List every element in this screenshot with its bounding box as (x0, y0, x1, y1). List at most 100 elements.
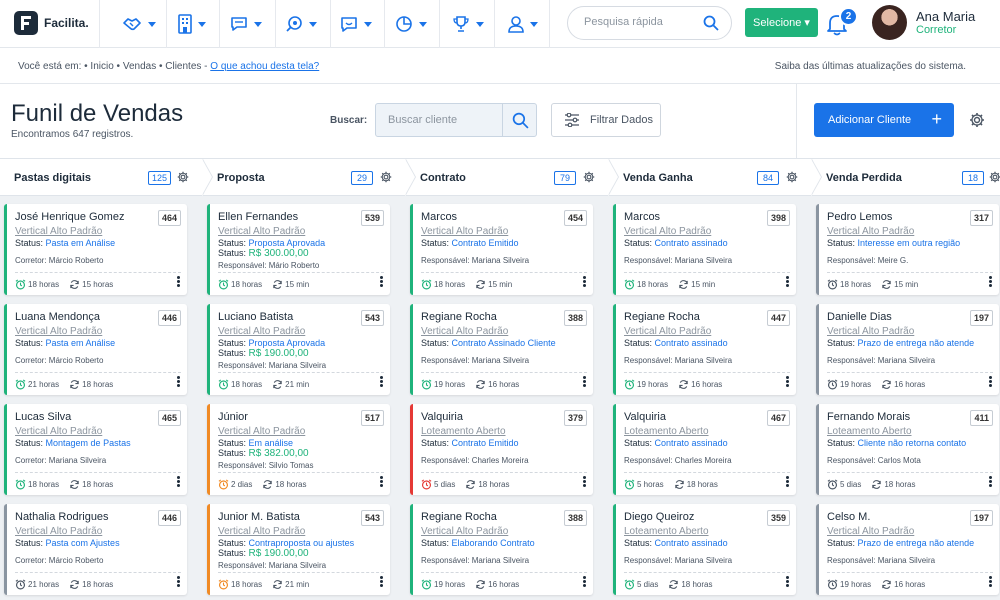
search-icon[interactable] (512, 112, 529, 129)
client-card[interactable]: Valquiria 379 Loteamento Aberto Status: Con… (410, 404, 593, 495)
client-name[interactable]: Luciano Batista (218, 311, 294, 323)
client-card[interactable]: Júnior 517 Vertical Alto Padrão Status: Em … (207, 404, 390, 495)
client-name[interactable]: Valquiria (421, 411, 463, 423)
client-name[interactable]: Junior M. Batista (218, 511, 300, 523)
client-name[interactable]: Valquiria (624, 411, 666, 423)
client-name[interactable]: Nathalia Rodrigues (15, 511, 109, 523)
client-name[interactable]: Celso M. (827, 511, 871, 523)
nav-menu-users[interactable] (508, 12, 548, 36)
client-card[interactable]: Valquiria 467 Loteamento Aberto Status: Con… (613, 404, 796, 495)
gear-icon[interactable] (989, 171, 1000, 183)
client-name[interactable]: Luana Mendonça (15, 311, 101, 323)
more-icon[interactable] (177, 376, 181, 388)
client-card[interactable]: Marcos 398 Vertical Alto Padrão Status: Con… (613, 204, 796, 295)
client-card[interactable]: Marcos 454 Vertical Alto Padrão Status: Con… (410, 204, 593, 295)
property-category-link[interactable]: Loteamento Aberto (624, 426, 709, 437)
client-card[interactable]: Ellen Fernandes 539 Vertical Alto Padrão St… (207, 204, 390, 295)
filter-button[interactable]: Filtrar Dados (551, 103, 661, 137)
client-card[interactable]: Fernando Morais 411 Loteamento Aberto Statu… (816, 404, 999, 495)
avatar[interactable] (872, 5, 907, 40)
client-name[interactable]: Danielle Dias (827, 311, 892, 323)
more-icon[interactable] (989, 476, 993, 488)
more-icon[interactable] (786, 576, 790, 588)
nav-menu-negotiations[interactable] (122, 12, 162, 36)
client-name[interactable]: Júnior (218, 411, 248, 423)
client-card[interactable]: Pedro Lemos 317 Vertical Alto Padrão Status… (816, 204, 999, 295)
user-name[interactable]: Ana Maria (916, 9, 976, 24)
property-category-link[interactable]: Vertical Alto Padrão (15, 526, 103, 537)
client-name[interactable]: Regiane Rocha (421, 511, 497, 523)
property-category-link[interactable]: Vertical Alto Padrão (421, 226, 509, 237)
client-name[interactable]: Regiane Rocha (624, 311, 700, 323)
search-icon[interactable] (703, 15, 719, 31)
more-icon[interactable] (989, 376, 993, 388)
nav-menu-satisfaction[interactable] (340, 12, 380, 36)
client-card[interactable]: Nathalia Rodrigues 446 Vertical Alto Padrã… (4, 504, 187, 595)
updates-link[interactable]: Saiba das últimas atualizações do sistem… (774, 61, 966, 72)
more-icon[interactable] (786, 276, 790, 288)
client-name[interactable]: Pedro Lemos (827, 211, 893, 223)
client-name[interactable]: Ellen Fernandes (218, 211, 299, 223)
property-category-link[interactable]: Vertical Alto Padrão (15, 326, 103, 337)
client-card[interactable]: Luana Mendonça 446 Vertical Alto Padrão Sta… (4, 304, 187, 395)
client-name[interactable]: Diego Queiroz (624, 511, 695, 523)
nav-menu-goals[interactable] (452, 12, 492, 36)
property-category-link[interactable]: Vertical Alto Padrão (218, 526, 306, 537)
client-name[interactable]: Lucas Silva (15, 411, 72, 423)
property-category-link[interactable]: Vertical Alto Padrão (421, 326, 509, 337)
client-name[interactable]: Fernando Morais (827, 411, 911, 423)
property-category-link[interactable]: Vertical Alto Padrão (218, 226, 306, 237)
select-dropdown-button[interactable]: Selecione ▾ (745, 8, 818, 37)
nav-menu-properties[interactable] (178, 12, 218, 36)
more-icon[interactable] (583, 276, 587, 288)
client-card[interactable]: Diego Queiroz 359 Loteamento Aberto Status:… (613, 504, 796, 595)
client-card[interactable]: Danielle Dias 197 Vertical Alto Padrão Stat… (816, 304, 999, 395)
property-category-link[interactable]: Vertical Alto Padrão (421, 526, 509, 537)
gear-icon[interactable] (380, 171, 392, 183)
client-name[interactable]: Regiane Rocha (421, 311, 497, 323)
more-icon[interactable] (177, 476, 181, 488)
client-card[interactable]: Junior M. Batista 543 Vertical Alto Padrão… (207, 504, 390, 595)
more-icon[interactable] (583, 476, 587, 488)
property-category-link[interactable]: Vertical Alto Padrão (15, 426, 103, 437)
property-category-link[interactable]: Loteamento Aberto (624, 526, 709, 537)
more-icon[interactable] (380, 276, 384, 288)
gear-icon[interactable] (177, 171, 189, 183)
property-category-link[interactable]: Vertical Alto Padrão (827, 526, 915, 537)
property-category-link[interactable]: Vertical Alto Padrão (827, 326, 915, 337)
more-icon[interactable] (380, 576, 384, 588)
client-card[interactable]: Luciano Batista 543 Vertical Alto Padrão St… (207, 304, 390, 395)
property-category-link[interactable]: Vertical Alto Padrão (624, 326, 712, 337)
gear-icon[interactable] (583, 171, 595, 183)
property-category-link[interactable]: Vertical Alto Padrão (624, 226, 712, 237)
nav-menu-messages[interactable] (230, 12, 270, 36)
more-icon[interactable] (380, 476, 384, 488)
more-icon[interactable] (786, 376, 790, 388)
property-category-link[interactable]: Loteamento Aberto (827, 426, 912, 437)
client-card[interactable]: Regiane Rocha 388 Vertical Alto Padrão Stat… (410, 504, 593, 595)
property-category-link[interactable]: Vertical Alto Padrão (218, 326, 306, 337)
more-icon[interactable] (786, 476, 790, 488)
property-category-link[interactable]: Vertical Alto Padrão (15, 226, 103, 237)
client-name[interactable]: Marcos (421, 211, 458, 223)
client-card[interactable]: Celso M. 197 Vertical Alto Padrão Status: P… (816, 504, 999, 595)
client-card[interactable]: Lucas Silva 465 Vertical Alto Padrão Status… (4, 404, 187, 495)
gear-icon[interactable] (969, 112, 985, 128)
brand-logo[interactable]: Facilita. (14, 10, 89, 36)
client-card[interactable]: Regiane Rocha 388 Vertical Alto Padrão Stat… (410, 304, 593, 395)
property-category-link[interactable]: Loteamento Aberto (421, 426, 506, 437)
client-search-input[interactable] (388, 114, 498, 126)
more-icon[interactable] (583, 576, 587, 588)
more-icon[interactable] (989, 576, 993, 588)
more-icon[interactable] (380, 376, 384, 388)
gear-icon[interactable] (786, 171, 798, 183)
add-client-button[interactable]: Adicionar Cliente + (814, 103, 954, 137)
property-category-link[interactable]: Vertical Alto Padrão (827, 226, 915, 237)
feedback-link[interactable]: O que achou desta tela? (210, 61, 320, 72)
quick-search-input[interactable] (584, 16, 704, 28)
property-category-link[interactable]: Vertical Alto Padrão (218, 426, 306, 437)
nav-menu-support[interactable] (285, 12, 325, 36)
client-name[interactable]: José Henrique Gomez (15, 211, 125, 223)
client-card[interactable]: Regiane Rocha 447 Vertical Alto Padrão Stat… (613, 304, 796, 395)
more-icon[interactable] (583, 376, 587, 388)
